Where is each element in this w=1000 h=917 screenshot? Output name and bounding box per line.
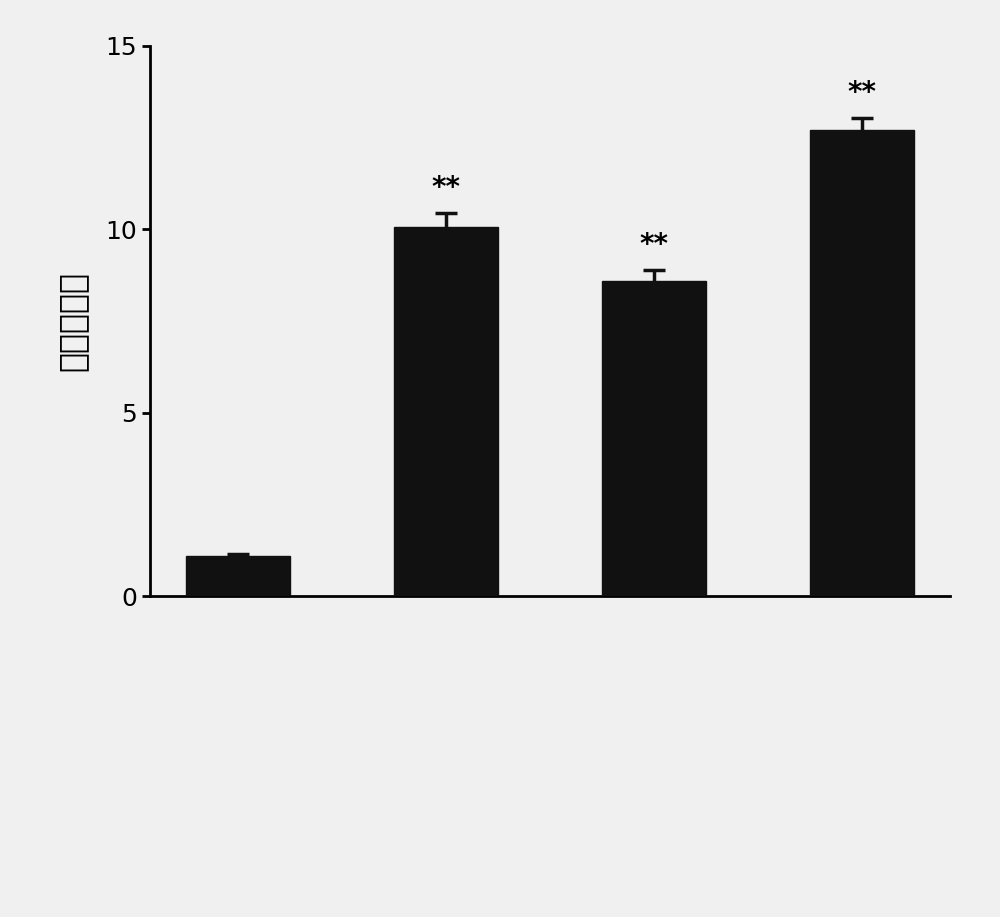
Text: **: **	[847, 80, 876, 107]
Text: **: **	[639, 231, 668, 260]
Y-axis label: 相对表达量: 相对表达量	[55, 271, 88, 371]
Bar	[602, 281, 706, 596]
Bar	[186, 556, 290, 596]
Text: **: **	[432, 174, 461, 203]
Bar	[394, 227, 498, 596]
Bar	[810, 130, 914, 596]
